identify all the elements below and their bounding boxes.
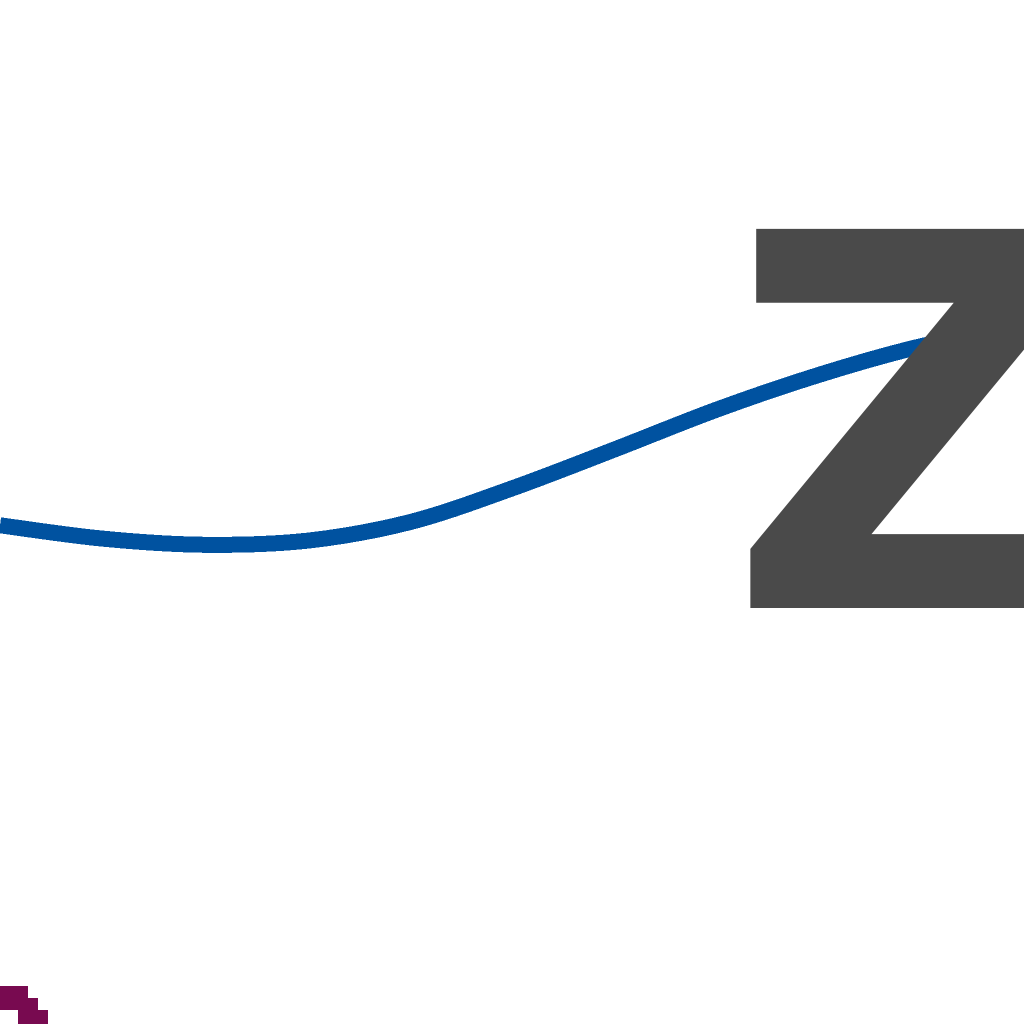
series-layer: [0, 318, 1024, 553]
corner-marker-fragment-2: [18, 1010, 48, 1024]
series-line-0: [0, 318, 1024, 553]
corner-marker-fragment-1: [0, 998, 38, 1010]
corner-marker-fragment-0: [0, 986, 28, 1000]
chart-letter-mark: Z: [727, 125, 1024, 731]
corner-mark-layer: [0, 986, 48, 1024]
